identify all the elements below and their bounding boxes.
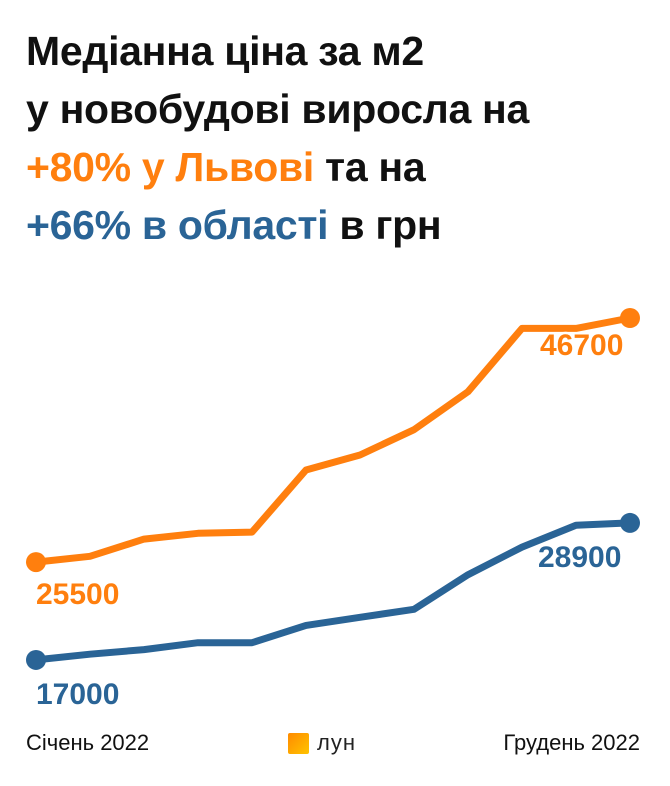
title-oblast-accent: +66% в області [26,202,329,248]
title-line-2: у новобудові виросла на [26,86,529,132]
title-lviv-accent: +80% у Львові [26,144,314,190]
title-line-3: +80% у Львові та на [26,138,656,196]
lun-logo-text: лун [317,730,356,755]
title-line-1: Медіанна ціна за м2 [26,28,424,74]
series-line-lviv [32,314,634,566]
lun-logo-icon [288,732,309,754]
lun-logo: лун [288,730,356,756]
title-line-4-rest: в грн [328,202,442,248]
chart-title: Медіанна ціна за м2 у новобудові виросла… [26,22,656,254]
series-oblast-start-point [26,649,46,670]
series-oblast-end-point [620,512,640,533]
data-label-oblast-end: 28900 [538,541,621,574]
x-axis-start-label: Січень 2022 [26,730,150,755]
data-label-oblast-start: 17000 [36,678,119,711]
data-label-lviv-end: 46700 [540,329,623,362]
series-lviv-start-point [26,552,46,573]
x-axis-end-label: Грудень 2022 [503,730,640,755]
title-line-3-rest: та на [313,144,426,190]
title-line-4: +66% в області в грн [26,196,656,254]
series-lviv-end-point [620,308,640,328]
data-label-lviv-start: 25500 [36,578,119,611]
series-line-oblast [32,519,634,664]
